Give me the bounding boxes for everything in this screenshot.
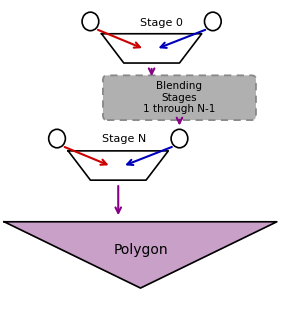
Circle shape (49, 129, 65, 148)
Text: Stage N: Stage N (101, 133, 146, 144)
Text: Blending
Stages
1 through N-1: Blending Stages 1 through N-1 (143, 81, 216, 114)
Text: Stage 0: Stage 0 (140, 18, 183, 28)
Polygon shape (101, 34, 202, 63)
Circle shape (82, 12, 99, 31)
Polygon shape (68, 151, 168, 180)
Text: Polygon: Polygon (113, 243, 168, 257)
Circle shape (171, 129, 188, 148)
Circle shape (205, 12, 221, 31)
FancyBboxPatch shape (103, 75, 256, 120)
Polygon shape (4, 222, 277, 288)
